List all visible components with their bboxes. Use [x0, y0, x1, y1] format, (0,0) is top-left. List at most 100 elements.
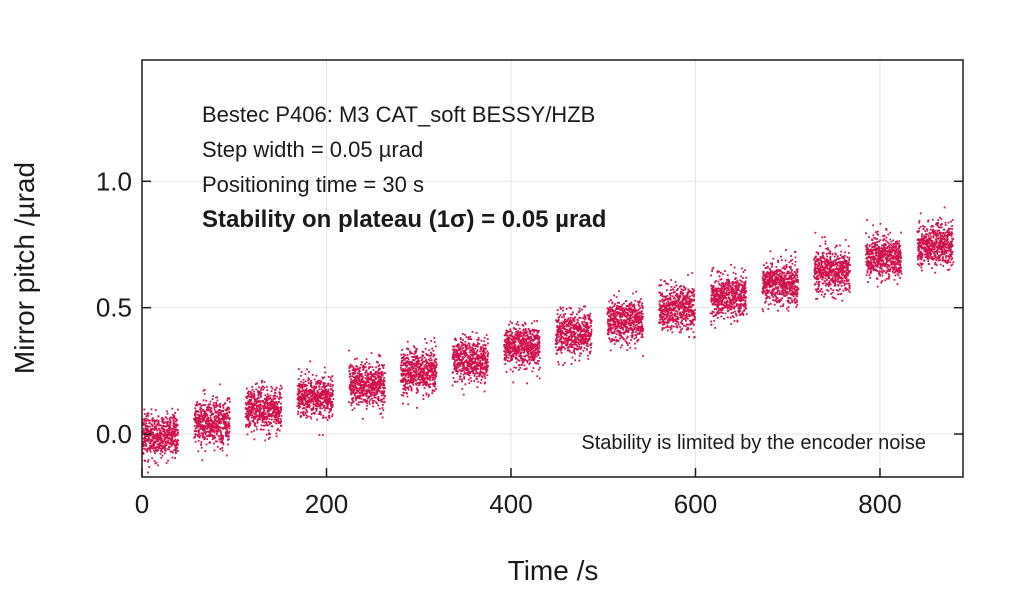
- data-point: [262, 401, 265, 404]
- data-point: [207, 422, 210, 425]
- data-point: [279, 406, 282, 409]
- data-point: [264, 417, 267, 420]
- data-point: [277, 397, 280, 400]
- data-point: [316, 403, 318, 406]
- data-point: [406, 369, 409, 372]
- data-point: [571, 344, 574, 347]
- data-point: [304, 393, 307, 396]
- data-point: [253, 424, 256, 427]
- data-point: [557, 329, 560, 332]
- data-point: [505, 334, 508, 337]
- data-point: [527, 355, 530, 358]
- data-point: [205, 399, 208, 402]
- data-point: [308, 405, 311, 408]
- data-point: [453, 361, 456, 364]
- data-point: [467, 362, 470, 365]
- data-point: [520, 341, 522, 344]
- data-point: [225, 425, 227, 427]
- data-point: [453, 351, 456, 353]
- data-point: [477, 380, 480, 383]
- data-point: [167, 441, 169, 444]
- data-point: [200, 411, 203, 414]
- data-point: [279, 388, 281, 391]
- data-point: [402, 379, 405, 382]
- data-point: [258, 416, 261, 418]
- data-point: [419, 372, 421, 375]
- data-point: [354, 358, 356, 361]
- data-point: [219, 406, 222, 408]
- data-point: [415, 373, 418, 375]
- data-point: [256, 420, 259, 423]
- data-point: [173, 439, 176, 442]
- data-point: [245, 412, 247, 415]
- data-point: [224, 402, 227, 405]
- data-point: [264, 394, 267, 397]
- data-point: [374, 396, 377, 399]
- data-point: [316, 382, 319, 385]
- data-point: [298, 395, 301, 398]
- data-point: [274, 412, 277, 415]
- data-point: [255, 382, 258, 385]
- data-point: [470, 370, 473, 373]
- data-point: [224, 422, 227, 425]
- data-point: [454, 365, 456, 368]
- data-point: [226, 429, 228, 431]
- data-point: [410, 375, 413, 378]
- data-point: [557, 317, 560, 319]
- data-point: [422, 360, 425, 363]
- data-point: [250, 430, 253, 433]
- data-point: [563, 341, 565, 344]
- data-point: [480, 346, 482, 348]
- data-point: [354, 371, 357, 373]
- data-point: [429, 366, 432, 369]
- data-point: [218, 411, 221, 414]
- data-point: [537, 331, 540, 334]
- data-point: [252, 396, 255, 399]
- data-point: [198, 428, 201, 431]
- data-point: [526, 334, 529, 337]
- data-point: [214, 436, 216, 439]
- data-point: [263, 406, 266, 409]
- data-point: [228, 397, 231, 400]
- data-point: [474, 358, 477, 361]
- data-point: [257, 390, 259, 392]
- data-point: [350, 378, 352, 381]
- data-point: [483, 365, 486, 368]
- data-point: [520, 335, 523, 337]
- data-point: [332, 389, 334, 392]
- data-point: [218, 419, 221, 422]
- data-point: [301, 398, 303, 401]
- data-point: [209, 400, 212, 403]
- data-point: [298, 399, 301, 402]
- data-point: [534, 343, 537, 346]
- data-point: [431, 347, 434, 350]
- data-point: [613, 339, 615, 341]
- data-point: [562, 346, 565, 348]
- data-point: [400, 380, 402, 383]
- data-point: [311, 409, 313, 412]
- data-point: [144, 425, 147, 427]
- data-point: [486, 374, 489, 377]
- data-point: [587, 329, 590, 332]
- data-point: [381, 380, 384, 383]
- data-point: [161, 437, 163, 440]
- data-point: [220, 432, 222, 434]
- data-point: [383, 376, 385, 379]
- data-point: [460, 359, 463, 361]
- data-point: [263, 417, 266, 420]
- data-point: [298, 390, 301, 393]
- data-point: [470, 380, 473, 383]
- data-point: [531, 328, 534, 331]
- data-point: [270, 422, 272, 425]
- data-point: [432, 372, 435, 375]
- data-point: [305, 416, 308, 419]
- data-point: [225, 423, 228, 425]
- data-point: [212, 429, 215, 432]
- data-point: [324, 394, 327, 397]
- data-point: [427, 365, 430, 368]
- data-point: [207, 416, 210, 419]
- data-point: [268, 415, 271, 418]
- data-point: [534, 353, 537, 355]
- data-point: [472, 357, 475, 359]
- data-point: [149, 450, 152, 453]
